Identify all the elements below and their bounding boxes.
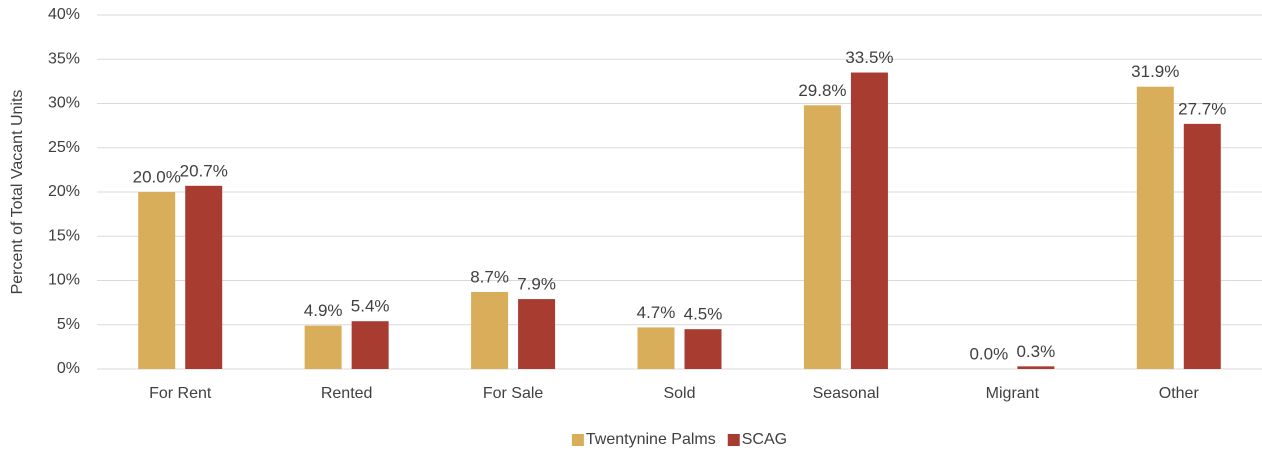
x-tick-label: Migrant (986, 385, 1040, 402)
y-tick-label: 40% (48, 6, 80, 23)
bar (637, 327, 675, 369)
x-tick-label: For Rent (149, 385, 212, 402)
data-label: 4.5% (684, 305, 723, 324)
bar (803, 105, 841, 370)
data-label: 27.7% (1178, 99, 1226, 118)
legend-swatch (571, 434, 584, 446)
data-label: 33.5% (845, 48, 893, 67)
legend-swatch (727, 434, 740, 446)
bar (1183, 123, 1221, 369)
data-label: 4.7% (637, 303, 676, 322)
y-tick-label: 25% (48, 139, 80, 156)
bar (471, 292, 509, 369)
y-tick-label: 5% (57, 316, 80, 333)
bar (304, 325, 342, 369)
y-tick-label: 15% (48, 227, 80, 244)
y-axis-label: Percent of Total Vacant Units (9, 90, 26, 295)
y-tick-label: 10% (48, 272, 80, 289)
y-tick-label: 20% (48, 183, 80, 200)
data-label: 29.8% (798, 81, 846, 100)
data-label: 20.0% (133, 167, 181, 186)
bar (185, 185, 223, 369)
legend-label: Twentynine Palms (586, 431, 716, 448)
x-tick-label: For Sale (483, 385, 544, 402)
data-label: 4.9% (304, 301, 343, 320)
x-tick-label: Other (1159, 385, 1200, 402)
data-label: 5.4% (351, 297, 390, 316)
data-label: 7.9% (517, 275, 556, 294)
data-label: 8.7% (470, 267, 509, 286)
data-label: 20.7% (180, 161, 228, 180)
x-tick-label: Seasonal (813, 385, 880, 402)
data-label: 0.3% (1016, 342, 1055, 361)
y-tick-label: 0% (57, 360, 80, 377)
bar (518, 299, 556, 369)
y-tick-label: 35% (48, 50, 80, 67)
x-tick-label: Rented (321, 385, 373, 402)
bar (138, 192, 176, 369)
y-tick-label: 30% (48, 95, 80, 112)
data-label: 31.9% (1131, 62, 1179, 81)
x-tick-label: Sold (663, 385, 695, 402)
bar (351, 321, 389, 369)
bar (1136, 86, 1174, 369)
data-label: 0.0% (969, 344, 1008, 363)
bar (684, 329, 722, 369)
bar (850, 72, 888, 370)
bar (1017, 366, 1055, 369)
legend-item: Twentynine Palms (571, 431, 716, 448)
legend-item: SCAG (727, 431, 787, 448)
legend-label: SCAG (742, 431, 787, 448)
